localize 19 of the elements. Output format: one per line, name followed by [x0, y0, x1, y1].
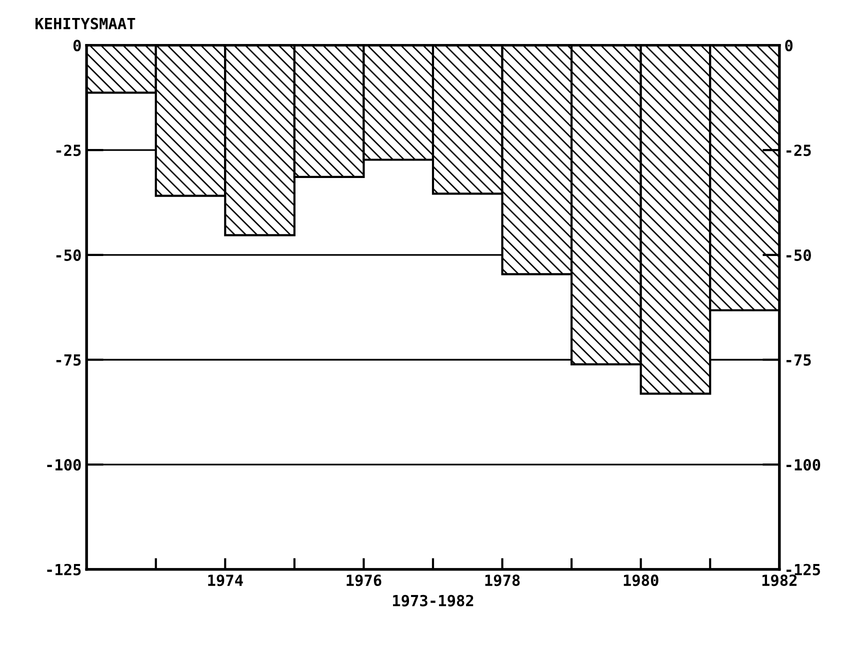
x-axis-title: 1973-1982 [393, 594, 474, 606]
y-tick-label: -25 [56, 144, 81, 156]
y-tick-label: -75 [56, 354, 81, 366]
x-tick-label: 1978 [485, 574, 520, 586]
x-tick-label: 1982 [762, 574, 797, 586]
y2-tick-label: -125 [786, 564, 820, 576]
y-tick-label: -125 [47, 564, 81, 576]
x-tick-label: 1974 [208, 574, 243, 586]
y-tick-label: -50 [56, 249, 81, 261]
x-tick-label: 1980 [624, 574, 658, 586]
y2-tick-label: 0 [785, 40, 793, 52]
y2-tick-label: -100 [786, 459, 820, 471]
y2-tick-label: -25 [786, 144, 811, 156]
x-tick-label: 1976 [346, 574, 382, 586]
y2-tick-label: -50 [786, 249, 811, 261]
y2-tick-label: -75 [786, 354, 811, 366]
y-tick-label: -100 [47, 459, 81, 471]
chart-title: KEHITYSMAAT [36, 18, 136, 30]
y-tick-label: 0 [73, 40, 81, 52]
